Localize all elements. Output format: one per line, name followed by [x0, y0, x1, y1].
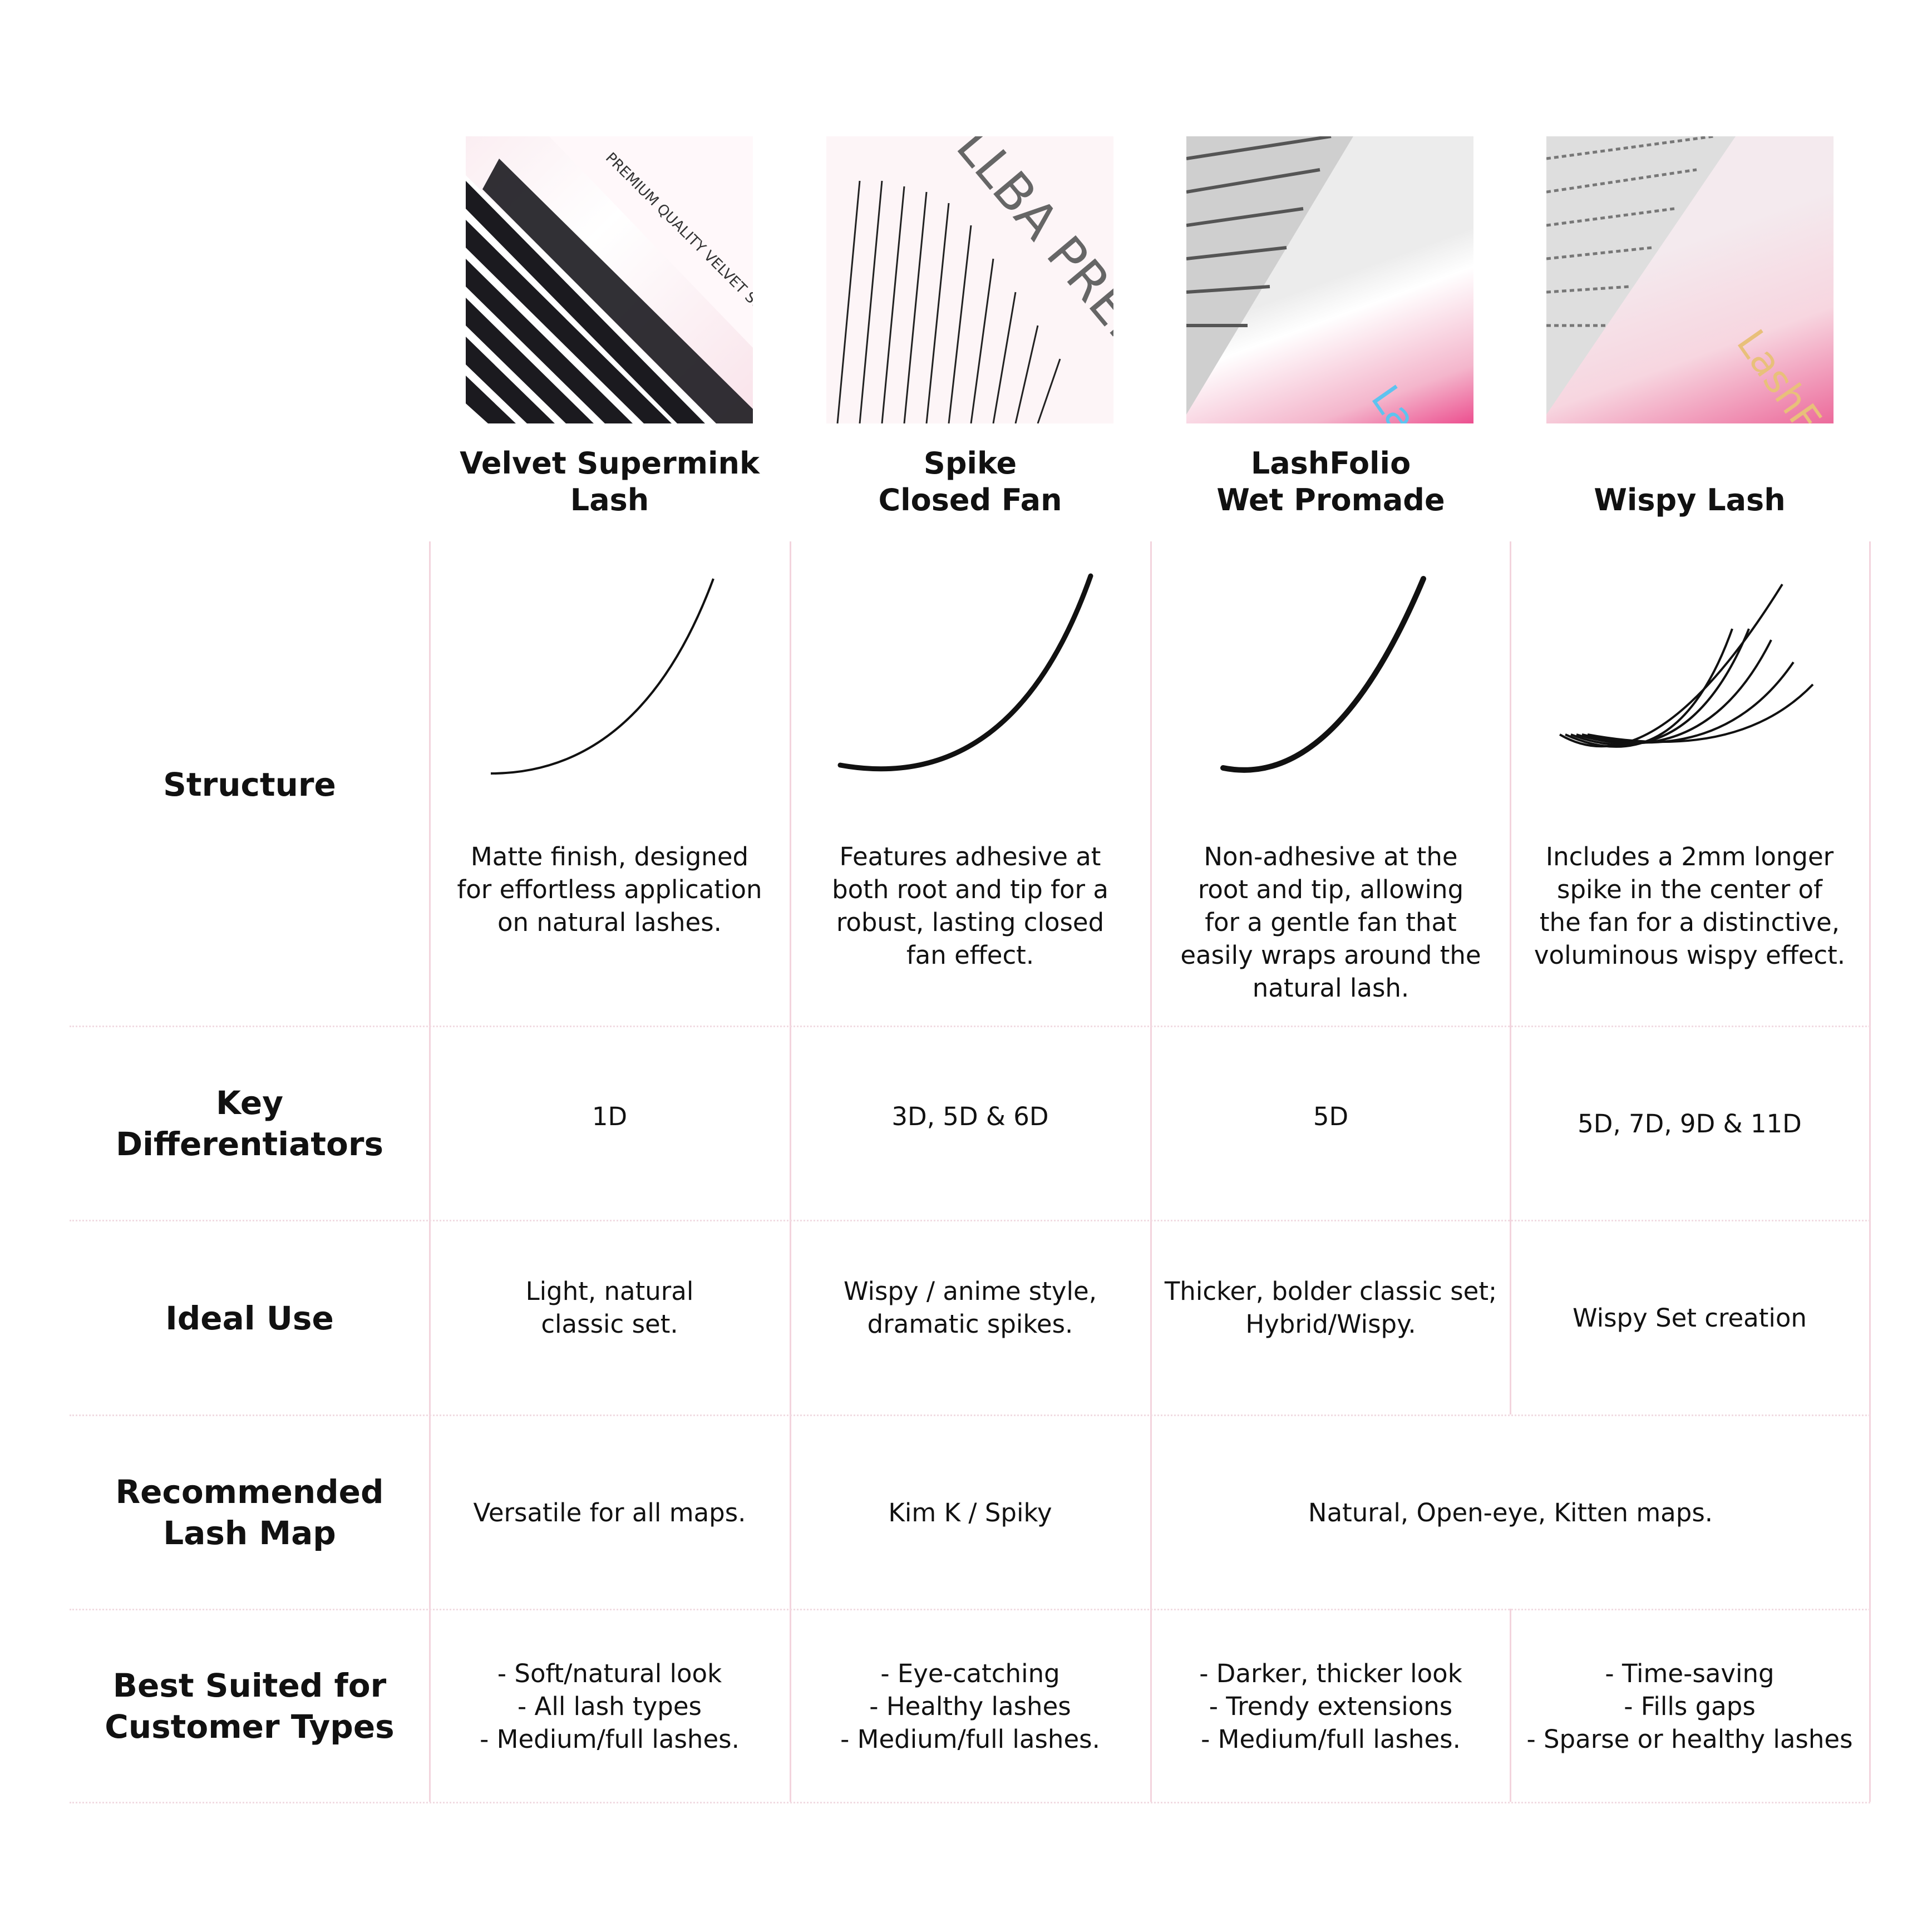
lash-tray-dark-icon: PREMIUM QUALITY VELVET SUPERMINK	[466, 136, 753, 423]
product-image-spike-closed-fan: LLBA PREMIUM QUALITY PRO-MADE FAN COLLEC…	[826, 136, 1113, 423]
column-divider	[790, 541, 791, 1802]
row-divider	[70, 1220, 1870, 1221]
row-divider	[70, 1026, 1870, 1027]
lash-curve-lashfolio-icon	[1220, 576, 1426, 773]
title-line: Spike	[923, 446, 1017, 481]
cell-key-velvet: 1D	[592, 1101, 628, 1131]
product-image-lashfolio-wet-promade: Lash	[1186, 136, 1473, 423]
cell-customer-velvet: - Soft/natural look - All lash types - M…	[480, 1658, 740, 1754]
column-divider	[1510, 1609, 1511, 1802]
lash-curve-velvet-icon	[490, 578, 714, 775]
cell-map-spike: Kim K / Spiky	[888, 1497, 1052, 1527]
cell-ideal-lashfolio: Thicker, bolder classic set; Hybrid/Wisp…	[1164, 1276, 1497, 1339]
title-line	[1510, 445, 1870, 482]
svg-text:LLBA PREMIUM QUALITY PRO-MADE: LLBA PREMIUM QUALITY PRO-MADE FAN COLLEC…	[945, 136, 1113, 423]
row-divider	[70, 1802, 1870, 1803]
row-divider	[70, 1414, 1870, 1416]
cell-ideal-spike: Wispy / anime style, dramatic spikes.	[843, 1276, 1097, 1339]
cell-key-wispy: 5D, 7D, 9D & 11D	[1578, 1108, 1802, 1138]
row-label-ideal-use: Ideal Use	[165, 1299, 334, 1337]
product-image-velvet-supermink: PREMIUM QUALITY VELVET SUPERMINK	[466, 136, 753, 423]
title-line: Wispy Lash	[1594, 482, 1786, 518]
cell-structure-velvet: Matte finish, designed for effortless ap…	[457, 842, 762, 937]
product-image-wispy-lash: LashF	[1546, 136, 1834, 423]
row-label-key-differentiators: Key Differentiators	[115, 1084, 384, 1163]
cell-ideal-wispy: Wispy Set creation	[1573, 1303, 1807, 1333]
product-title-spike-closed-fan: Spike Closed Fan	[790, 445, 1150, 519]
cell-key-lashfolio: 5D	[1313, 1101, 1349, 1131]
row-divider	[70, 1609, 1870, 1610]
lash-curve-spike-icon	[837, 573, 1093, 772]
title-line: Wet Promade	[1216, 482, 1445, 518]
row-label-customer-types: Best Suited for Customer Types	[105, 1667, 395, 1746]
cell-structure-lashfolio: Non-adhesive at the root and tip, allowi…	[1180, 842, 1481, 1003]
column-divider	[1869, 541, 1871, 1802]
product-title-lashfolio: LashFolio Wet Promade	[1151, 445, 1511, 519]
lash-curve-wispy-icon	[1559, 583, 1814, 748]
product-title-velvet-supermink: Velvet Supermink Lash	[430, 445, 790, 519]
column-divider	[429, 541, 431, 1802]
column-divider	[1510, 541, 1511, 1414]
cell-map-lashfolio-wispy: Natural, Open-eye, Kitten maps.	[1308, 1497, 1713, 1527]
cell-customer-spike: - Eye-catching - Healthy lashes - Medium…	[840, 1658, 1100, 1754]
title-line: Velvet Supermink	[460, 446, 760, 481]
column-divider	[1150, 541, 1152, 1802]
lash-tray-wispy-icon: LashF	[1546, 136, 1830, 423]
cell-customer-lashfolio: - Darker, thicker look - Trendy extensio…	[1199, 1658, 1462, 1754]
title-line: Closed Fan	[878, 482, 1062, 518]
title-line: Lash	[570, 482, 649, 518]
cell-structure-wispy: Includes a 2mm longer spike in the cente…	[1534, 842, 1846, 970]
cell-ideal-velvet: Light, natural classic set.	[525, 1276, 694, 1339]
cell-structure-spike: Features adhesive at both root and tip f…	[832, 842, 1108, 970]
cell-customer-wispy: - Time-saving - Fills gaps - Sparse or h…	[1526, 1658, 1853, 1754]
title-line: LashFolio	[1250, 446, 1411, 481]
row-label-lash-map: Recommended Lash Map	[115, 1473, 384, 1552]
lash-fans-icon: LLBA PREMIUM QUALITY PRO-MADE FAN COLLEC…	[836, 136, 1113, 423]
cell-key-spike: 3D, 5D & 6D	[891, 1101, 1049, 1131]
product-title-wispy-lash: Wispy Lash	[1510, 445, 1870, 519]
cell-map-velvet: Versatile for all maps.	[473, 1497, 746, 1527]
row-label-structure: Structure	[163, 766, 336, 804]
svg-text:LashF: LashF	[1728, 322, 1830, 423]
lash-tray-light-icon: Lash	[1186, 136, 1452, 423]
svg-text:Lash: Lash	[1362, 377, 1452, 423]
